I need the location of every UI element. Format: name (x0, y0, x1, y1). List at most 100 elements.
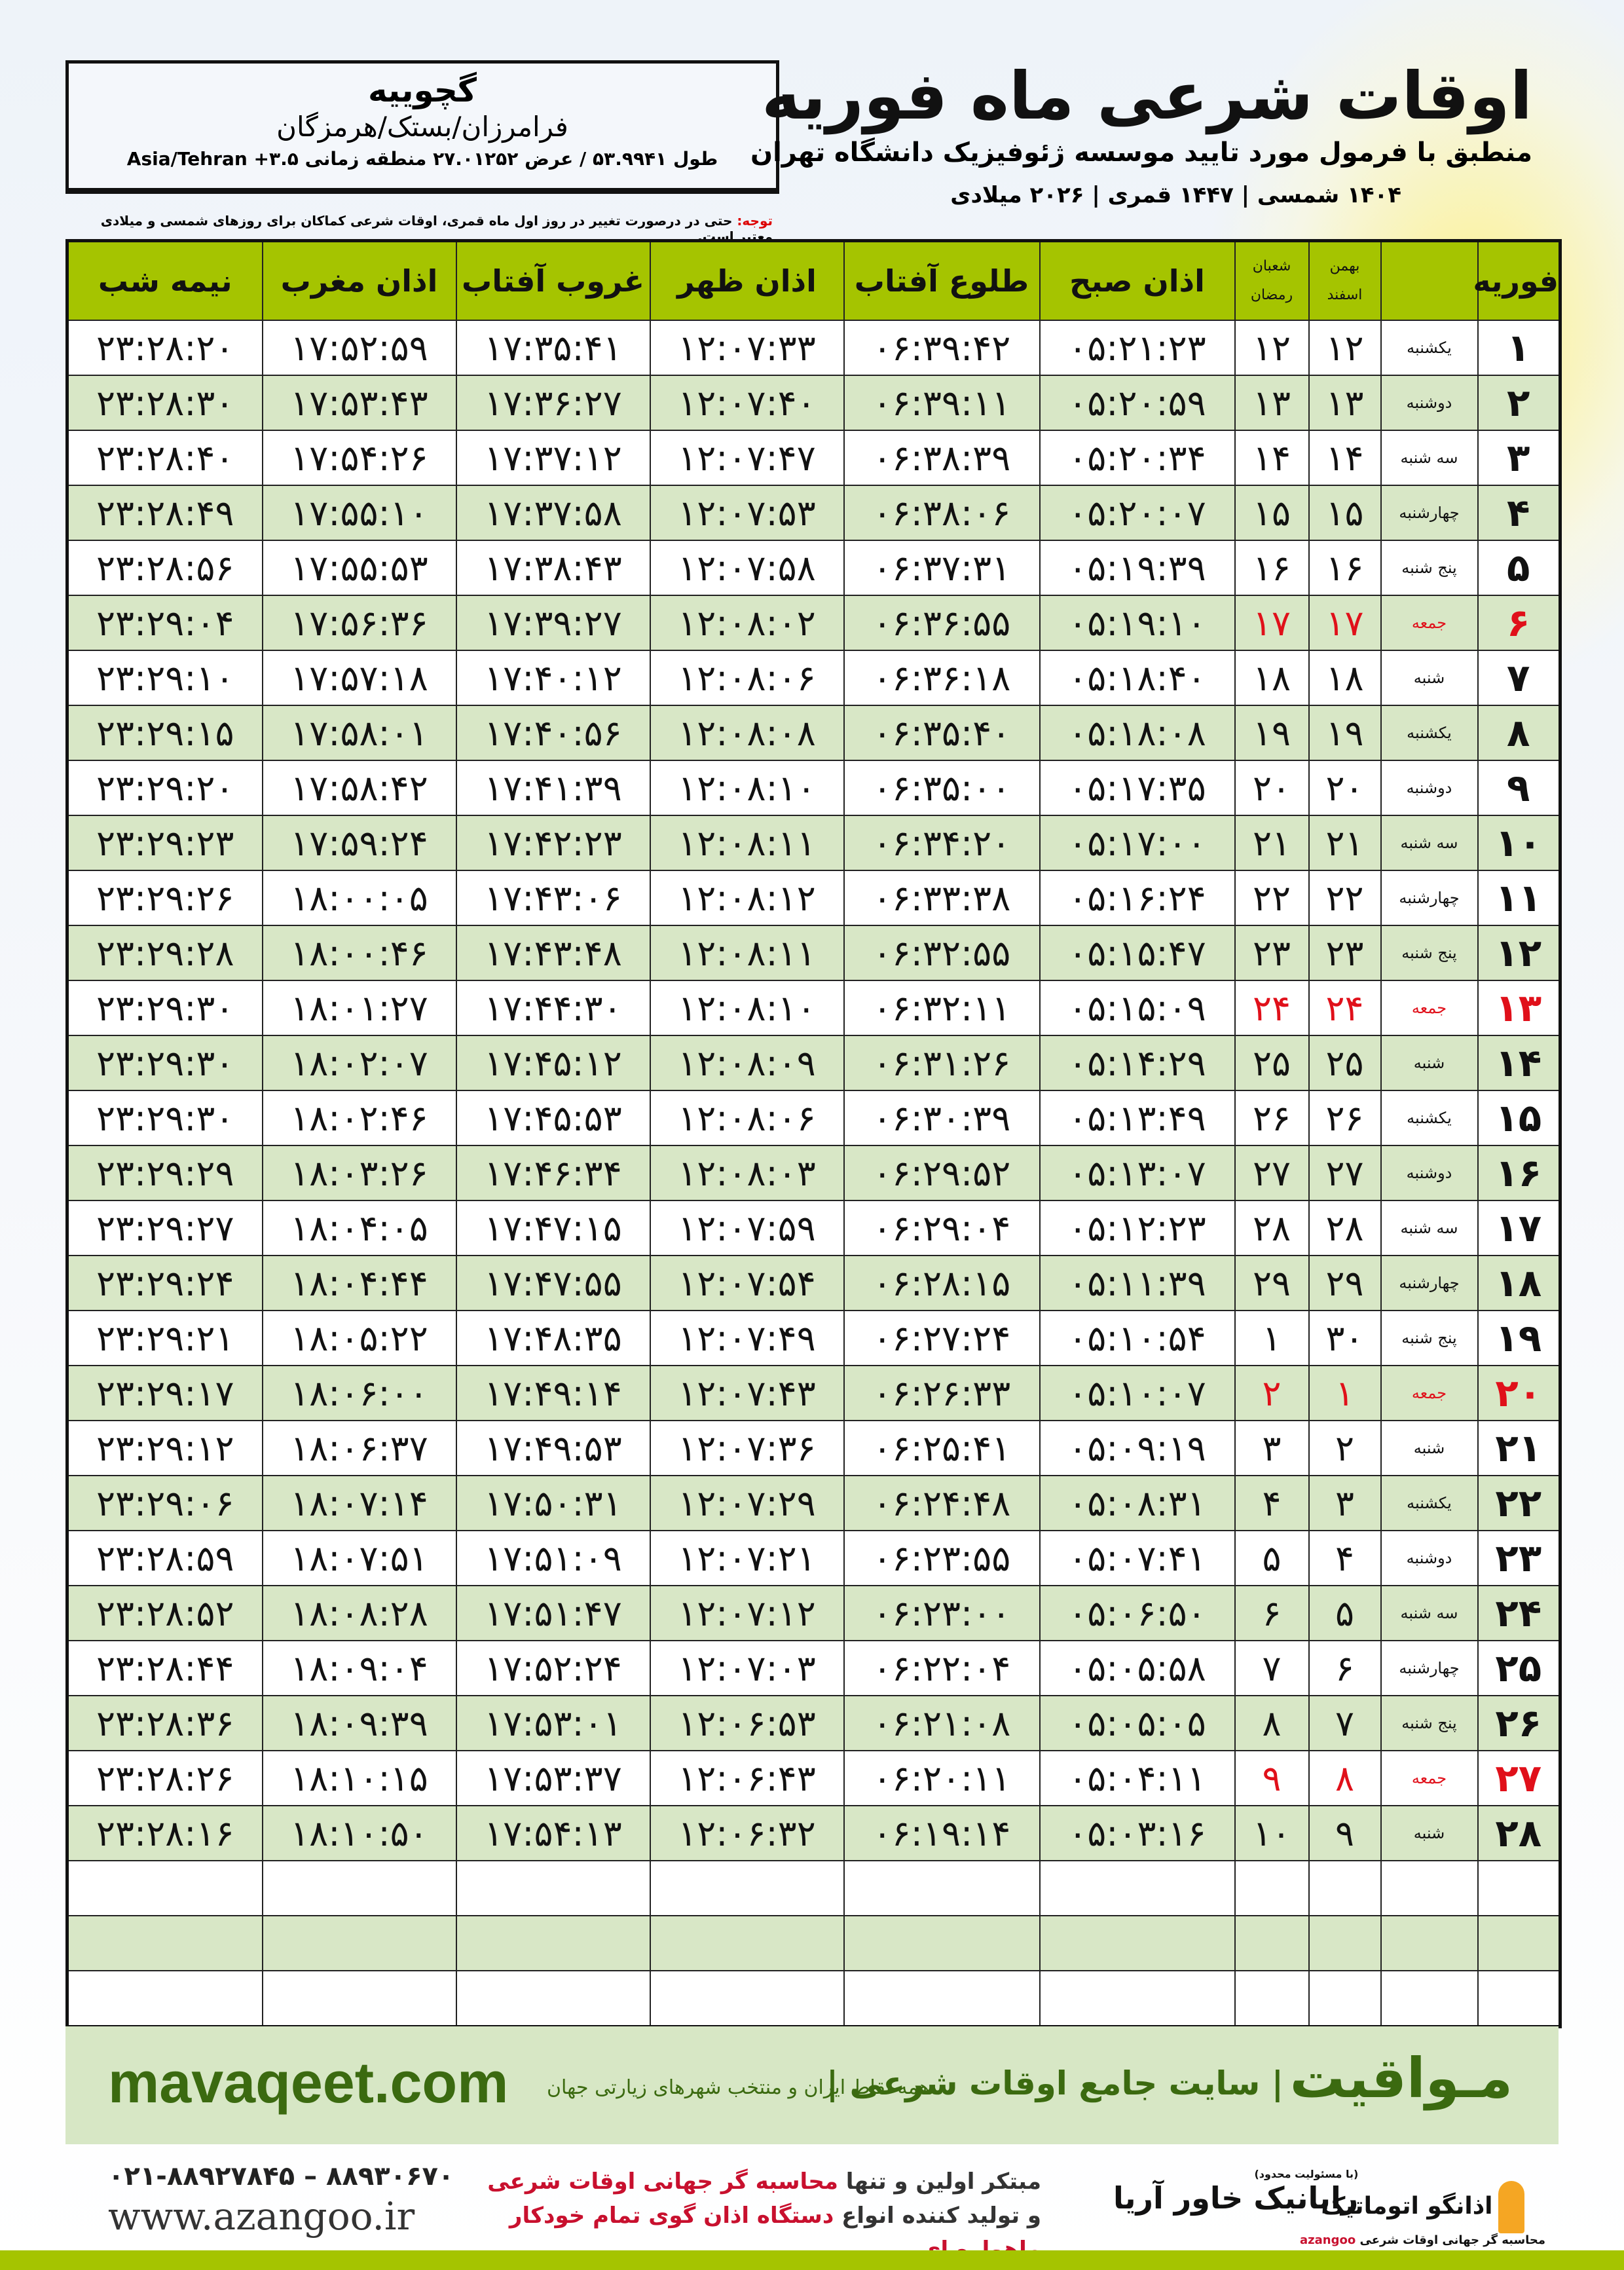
cell-fajr: ۰۵:۱۵:۴۷ (1039, 925, 1236, 981)
cell-dhuhr: ۱۲:۰۸:۱۱ (649, 925, 845, 981)
cell-sunrise: ۰۶:۲۰:۱۱ (843, 1750, 1041, 1806)
bottom-bar (0, 2250, 1624, 2270)
cell-midnight: ۲۳:۲۸:۳۰ (66, 375, 263, 431)
cell-midnight: ۲۳:۲۹:۳۰ (66, 980, 263, 1036)
cell-sunrise: ۰۶:۳۹:۱۱ (843, 375, 1041, 431)
cell-dhuhr: ۱۲:۰۶:۴۳ (649, 1750, 845, 1806)
cell-day: ۲۸ (1477, 1805, 1561, 1861)
empty-cell (1039, 1860, 1236, 1916)
cell-dhuhr: ۱۲:۰۷:۴۹ (649, 1310, 845, 1366)
cell-dhuhr: ۱۲:۰۷:۳۳ (649, 320, 845, 376)
site-url[interactable]: mavaqeet.com (108, 2050, 509, 2115)
empty-cell (843, 1915, 1041, 1971)
table-row: ۲۷ جمعه ۸ ۹ ۰۵:۰۴:۱۱ ۰۶:۲۰:۱۱ ۱۲:۰۶:۴۳ ۱۷:۵۳:۳۷… (66, 1750, 1561, 1806)
cell-fajr: ۰۵:۱۰:۰۷ (1039, 1365, 1236, 1421)
cell-midnight: ۲۳:۲۸:۳۶ (66, 1695, 263, 1751)
table-row: ۲ دوشنبه ۱۳ ۱۳ ۰۵:۲۰:۵۹ ۰۶:۳۹:۱۱ ۱۲:۰۷:۴۰ ۱۷:۳۶… (66, 375, 1561, 431)
cell-fajr: ۰۵:۲۰:۳۴ (1039, 430, 1236, 486)
cell-midnight: ۲۳:۲۹:۱۰ (66, 650, 263, 706)
cell-solar: ۲۸ (1308, 1200, 1382, 1256)
cell-weekday: سه شنبه (1380, 430, 1479, 486)
cell-solar: ۲۱ (1308, 815, 1382, 871)
cell-sunset: ۱۷:۴۴:۳۰ (455, 980, 651, 1036)
cell-dhuhr: ۱۲:۰۸:۰۶ (649, 650, 845, 706)
cell-lunar: ۶ (1234, 1585, 1310, 1641)
cell-dhuhr: ۱۲:۰۸:۱۰ (649, 760, 845, 816)
empty-cell (649, 1860, 845, 1916)
cell-dhuhr: ۱۲:۰۷:۵۴ (649, 1255, 845, 1311)
cell-dhuhr: ۱۲:۰۷:۵۸ (649, 540, 845, 596)
cell-maghrib: ۱۷:۵۸:۴۲ (261, 760, 457, 816)
table-row: ۹ دوشنبه ۲۰ ۲۰ ۰۵:۱۷:۳۵ ۰۶:۳۵:۰۰ ۱۲:۰۸:۱۰ ۱۷:۴۱… (66, 760, 1561, 816)
cell-dhuhr: ۱۲:۰۷:۴۳ (649, 1365, 845, 1421)
cell-maghrib: ۱۸:۱۰:۱۵ (261, 1750, 457, 1806)
cell-weekday: یکشنبه (1380, 705, 1479, 761)
empty-cell (66, 1970, 263, 2028)
cell-day: ۲۱ (1477, 1420, 1561, 1476)
cell-maghrib: ۱۷:۵۶:۳۶ (261, 595, 457, 651)
cell-sunset: ۱۷:۴۷:۱۵ (455, 1200, 651, 1256)
cell-day: ۱۶ (1477, 1145, 1561, 1201)
cell-dhuhr: ۱۲:۰۸:۰۹ (649, 1035, 845, 1091)
rayanik-logo-text: رایانیک خاور آریا (1113, 2180, 1359, 2216)
cell-fajr: ۰۵:۱۵:۰۹ (1039, 980, 1236, 1036)
cell-maghrib: ۱۸:۰۶:۰۰ (261, 1365, 457, 1421)
cell-solar: ۲۰ (1308, 760, 1382, 816)
promo-line1a: مبتکر اولین و تنها (838, 2168, 1041, 2195)
empty-cell (1234, 1970, 1310, 2028)
azangoo-logo-small: محاسبه گر جهانی اوقات شرعی (1359, 2233, 1546, 2247)
cell-lunar: ۱۳ (1234, 375, 1310, 431)
cell-dhuhr: ۱۲:۰۷:۲۹ (649, 1475, 845, 1531)
cell-lunar: ۲۲ (1234, 870, 1310, 926)
cell-sunrise: ۰۶:۳۶:۱۸ (843, 650, 1041, 706)
cell-day: ۸ (1477, 705, 1561, 761)
empty-cell (1477, 1915, 1561, 1971)
table-row: ۸ یکشنبه ۱۹ ۱۹ ۰۵:۱۸:۰۸ ۰۶:۳۵:۴۰ ۱۲:۰۸:۰۸ ۱۷:۴۰… (66, 705, 1561, 761)
cell-lunar: ۵ (1234, 1530, 1310, 1586)
cell-solar: ۲۹ (1308, 1255, 1382, 1311)
mosque-dome-icon (1498, 2181, 1524, 2233)
cell-solar: ۲ (1308, 1420, 1382, 1476)
cell-weekday: یکشنبه (1380, 1475, 1479, 1531)
empty-cell (649, 1915, 845, 1971)
azangoo-url[interactable]: www.azangoo.ir (108, 2194, 415, 2239)
cell-solar: ۲۴ (1308, 980, 1382, 1036)
cell-day: ۶ (1477, 595, 1561, 651)
cell-day: ۱۳ (1477, 980, 1561, 1036)
cell-solar: ۳ (1308, 1475, 1382, 1531)
table-row: ۱۲ پنج شنبه ۲۳ ۲۳ ۰۵:۱۵:۴۷ ۰۶:۳۲:۵۵ ۱۲:۰۸:۱۱ ۱۷… (66, 925, 1561, 981)
cell-lunar: ۱۰ (1234, 1805, 1310, 1861)
cell-sunrise: ۰۶:۱۹:۱۴ (843, 1805, 1041, 1861)
cell-solar: ۴ (1308, 1530, 1382, 1586)
cell-sunrise: ۰۶:۲۱:۰۸ (843, 1695, 1041, 1751)
cell-maghrib: ۱۸:۰۷:۱۴ (261, 1475, 457, 1531)
cell-maghrib: ۱۷:۵۵:۵۳ (261, 540, 457, 596)
cell-fajr: ۰۵:۲۱:۲۳ (1039, 320, 1236, 376)
col-day: فوریه (1473, 240, 1561, 321)
cell-sunset: ۱۷:۵۳:۳۷ (455, 1750, 651, 1806)
cell-fajr: ۰۵:۰۵:۰۵ (1039, 1695, 1236, 1751)
col-solar: بهمن اسفند (1308, 240, 1382, 321)
cell-lunar: ۲۹ (1234, 1255, 1310, 1311)
cell-day: ۱ (1477, 320, 1561, 376)
cell-dhuhr: ۱۲:۰۶:۳۲ (649, 1805, 845, 1861)
empty-cell (1380, 1860, 1479, 1916)
cell-solar: ۲۳ (1308, 925, 1382, 981)
prayer-times-table: فوریه بهمن اسفند شعبان رمضان اذان صبح طلوع… (65, 239, 1562, 2028)
cell-lunar: ۲ (1234, 1365, 1310, 1421)
cell-midnight: ۲۳:۲۸:۲۶ (66, 1750, 263, 1806)
col-lunar-bottom: رمضان (1250, 287, 1293, 303)
cell-solar: ۹ (1308, 1805, 1382, 1861)
table-row: ۲۲ یکشنبه ۳ ۴ ۰۵:۰۸:۳۱ ۰۶:۲۴:۴۸ ۱۲:۰۷:۲۹ ۱۷:۵۰:… (66, 1475, 1561, 1531)
cell-day: ۱۵ (1477, 1090, 1561, 1146)
cell-sunrise: ۰۶:۳۲:۵۵ (843, 925, 1041, 981)
phone-numbers: ۰۲۱-۸۸۹۲۷۸۴۵ – ۸۸۹۳۰۶۷۰ (108, 2161, 454, 2191)
cell-fajr: ۰۵:۱۴:۲۹ (1039, 1035, 1236, 1091)
cell-solar: ۱۲ (1308, 320, 1382, 376)
cell-sunrise: ۰۶:۳۹:۴۲ (843, 320, 1041, 376)
cell-sunset: ۱۷:۴۸:۳۵ (455, 1310, 651, 1366)
cell-dhuhr: ۱۲:۰۷:۵۳ (649, 485, 845, 541)
cell-sunset: ۱۷:۴۳:۰۶ (455, 870, 651, 926)
cell-midnight: ۲۳:۲۹:۲۹ (66, 1145, 263, 1201)
cell-weekday: چهارشنبه (1380, 1640, 1479, 1696)
